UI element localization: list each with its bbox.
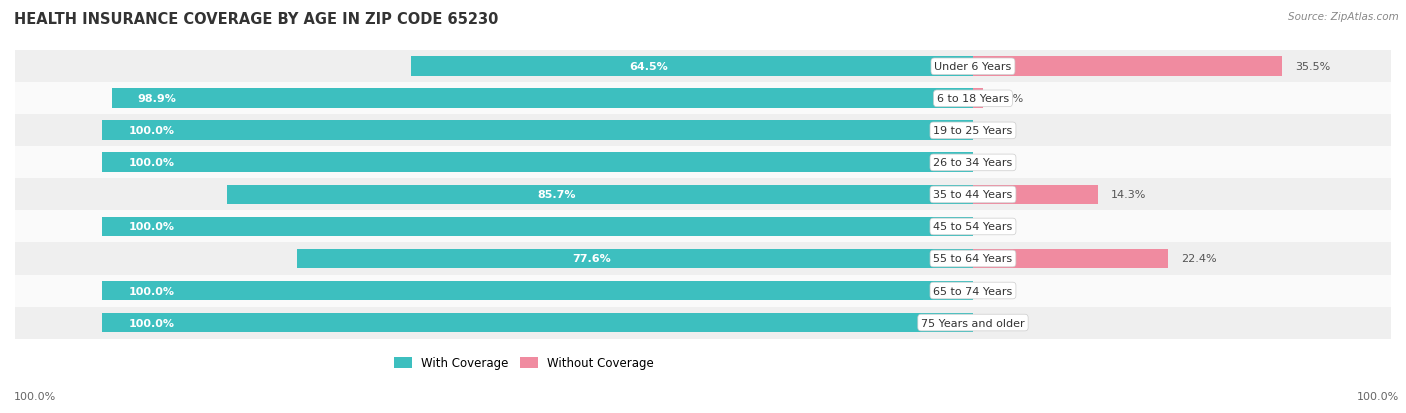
Text: 75 Years and older: 75 Years and older: [921, 318, 1025, 328]
Text: 100.0%: 100.0%: [128, 318, 174, 328]
Bar: [15, 211, 1391, 243]
Bar: [411, 57, 973, 77]
Text: 6 to 18 Years: 6 to 18 Years: [936, 94, 1010, 104]
Text: 100.0%: 100.0%: [14, 391, 56, 401]
Bar: [103, 121, 973, 141]
Text: 35.5%: 35.5%: [1295, 62, 1330, 72]
Bar: [15, 307, 1391, 339]
Text: 26 to 34 Years: 26 to 34 Years: [934, 158, 1012, 168]
Text: 1.1%: 1.1%: [995, 94, 1024, 104]
Bar: [15, 83, 1391, 115]
Bar: [103, 153, 973, 173]
Text: 0.0%: 0.0%: [986, 286, 1014, 296]
Bar: [15, 115, 1391, 147]
Text: 98.9%: 98.9%: [138, 94, 177, 104]
Bar: [111, 89, 973, 109]
Bar: [15, 243, 1391, 275]
Text: 14.3%: 14.3%: [1111, 190, 1146, 200]
Text: Source: ZipAtlas.com: Source: ZipAtlas.com: [1288, 12, 1399, 22]
Text: 65 to 74 Years: 65 to 74 Years: [934, 286, 1012, 296]
Text: 100.0%: 100.0%: [128, 286, 174, 296]
Bar: [103, 217, 973, 237]
Bar: [15, 51, 1391, 83]
Text: 35 to 44 Years: 35 to 44 Years: [934, 190, 1012, 200]
Bar: [15, 147, 1391, 179]
Bar: [973, 57, 1282, 77]
Text: 0.0%: 0.0%: [986, 318, 1014, 328]
Bar: [973, 89, 983, 109]
Text: 100.0%: 100.0%: [128, 126, 174, 136]
Bar: [226, 185, 973, 205]
Bar: [15, 275, 1391, 307]
Bar: [103, 281, 973, 301]
Text: 100.0%: 100.0%: [128, 158, 174, 168]
Bar: [15, 179, 1391, 211]
Text: 77.6%: 77.6%: [572, 254, 610, 264]
Bar: [973, 185, 1098, 205]
Bar: [103, 313, 973, 332]
Text: HEALTH INSURANCE COVERAGE BY AGE IN ZIP CODE 65230: HEALTH INSURANCE COVERAGE BY AGE IN ZIP …: [14, 12, 499, 27]
Bar: [297, 249, 973, 269]
Text: 0.0%: 0.0%: [986, 158, 1014, 168]
Text: 100.0%: 100.0%: [128, 222, 174, 232]
Text: 100.0%: 100.0%: [1357, 391, 1399, 401]
Text: 45 to 54 Years: 45 to 54 Years: [934, 222, 1012, 232]
Legend: With Coverage, Without Coverage: With Coverage, Without Coverage: [389, 352, 659, 374]
Text: 0.0%: 0.0%: [986, 222, 1014, 232]
Text: 19 to 25 Years: 19 to 25 Years: [934, 126, 1012, 136]
Bar: [973, 249, 1168, 269]
Text: Under 6 Years: Under 6 Years: [935, 62, 1011, 72]
Text: 85.7%: 85.7%: [537, 190, 575, 200]
Text: 22.4%: 22.4%: [1181, 254, 1216, 264]
Text: 64.5%: 64.5%: [630, 62, 668, 72]
Text: 55 to 64 Years: 55 to 64 Years: [934, 254, 1012, 264]
Text: 0.0%: 0.0%: [986, 126, 1014, 136]
